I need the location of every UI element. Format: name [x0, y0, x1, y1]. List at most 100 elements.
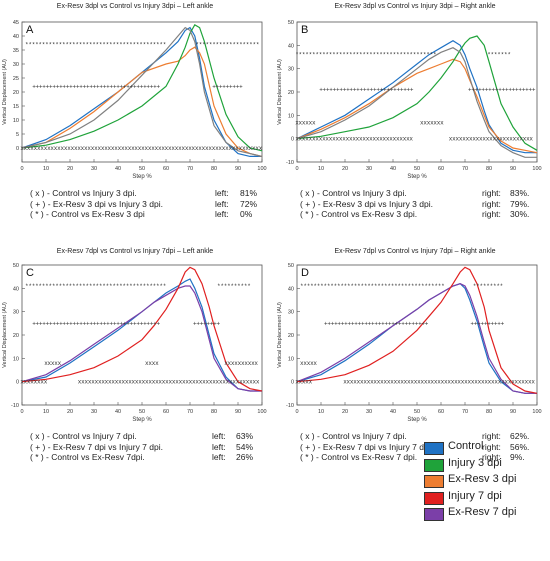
y-tick-label: -10	[286, 403, 294, 409]
significance-marker: x	[256, 379, 260, 386]
significance-marker: x	[219, 379, 223, 386]
significance-marker: x	[427, 119, 431, 126]
significance-marker: *	[99, 41, 103, 48]
x-axis-label: Step %	[407, 417, 427, 423]
significance-marker: x	[175, 145, 179, 152]
significance-marker: +	[383, 87, 387, 94]
significance-marker: *	[72, 283, 76, 290]
significance-marker: x	[523, 136, 527, 143]
significance-marker: x	[134, 145, 138, 152]
significance-marker: *	[416, 52, 420, 59]
panel-letter: B	[301, 24, 308, 36]
x-axis-label: Step %	[132, 174, 152, 180]
significance-marker: x	[185, 379, 189, 386]
significance-marker: *	[336, 52, 340, 59]
y-tick-label: 5	[16, 132, 19, 138]
significance-marker: x	[498, 379, 502, 386]
significance-marker: +	[79, 83, 83, 90]
significance-marker: *	[55, 41, 59, 48]
significance-marker: x	[433, 119, 437, 126]
significance-marker: x	[437, 119, 441, 126]
significance-marker: +	[59, 320, 63, 327]
significance-marker: *	[85, 283, 89, 290]
significance-marker: +	[89, 320, 93, 327]
legend-swatch	[424, 442, 444, 455]
significance-marker: x	[142, 379, 146, 386]
stat-row: ( * ) - Control vs Ex-Resv 7dpi. left: 2…	[30, 452, 270, 463]
significance-marker: *	[372, 52, 376, 59]
significance-marker: *	[143, 283, 147, 290]
significance-marker: x	[246, 379, 250, 386]
series-line	[296, 266, 538, 394]
series-line	[296, 283, 537, 394]
panel-b-chart: 0 10 20 30 40 50 60 70 80 90 100-1001020304050Step…	[277, 20, 542, 180]
significance-marker: *	[146, 283, 150, 290]
significance-marker: x	[48, 360, 52, 367]
significance-marker: +	[498, 87, 502, 94]
significance-marker: x	[249, 379, 253, 386]
stat-value: 81%	[240, 188, 258, 198]
significance-marker: +	[136, 83, 140, 90]
significance-marker: x	[51, 360, 55, 367]
significance-marker: x	[37, 145, 41, 152]
significance-marker: x	[456, 136, 460, 143]
significance-marker: *	[239, 41, 243, 48]
significance-marker: *	[394, 283, 398, 290]
significance-marker: +	[39, 83, 43, 90]
significance-marker: *	[149, 41, 153, 48]
stat-value: 72%	[240, 198, 258, 209]
significance-marker: x	[212, 145, 216, 152]
stat-row: ( x ) - Control vs Injury 3 dpi. left: 8…	[30, 188, 270, 199]
significance-marker: +	[353, 87, 357, 94]
x-tick-label: 60	[438, 166, 444, 172]
significance-marker: x	[231, 360, 235, 367]
legend-label: Control	[448, 440, 484, 452]
significance-marker: x	[452, 136, 456, 143]
significance-marker: *	[109, 41, 113, 48]
significance-marker: +	[206, 320, 210, 327]
significance-marker: *	[307, 283, 311, 290]
significance-marker: *	[490, 283, 494, 290]
significance-marker: *	[153, 41, 157, 48]
significance-marker: *	[342, 52, 346, 59]
stat-row: ( + ) - Ex-Resv 3 dpi vs Injury 3 dpi. l…	[30, 199, 270, 210]
significance-marker: x	[255, 145, 259, 152]
significance-marker: x	[195, 379, 199, 386]
significance-marker: x	[74, 145, 78, 152]
significance-marker: +	[193, 320, 197, 327]
significance-marker: x	[37, 379, 41, 386]
significance-marker: +	[532, 87, 536, 94]
significance-marker: +	[116, 320, 120, 327]
panel-c-chart: 0 10 20 30 40 50 60 70 80 90 100-1001020304050Step…	[2, 263, 267, 423]
x-tick-label: 70	[187, 166, 193, 172]
significance-marker: x	[349, 136, 353, 143]
significance-marker: *	[329, 52, 333, 59]
y-tick-label: 40	[288, 286, 294, 292]
significance-marker: x	[499, 136, 503, 143]
significance-marker: x	[118, 145, 122, 152]
significance-marker: x	[148, 379, 152, 386]
significance-marker: +	[376, 87, 380, 94]
significance-marker: x	[77, 145, 81, 152]
significance-marker: x	[242, 145, 246, 152]
significance-marker: *	[222, 41, 226, 48]
significance-marker: x	[528, 379, 532, 386]
significance-marker: x	[322, 136, 326, 143]
significance-marker: +	[323, 87, 327, 94]
significance-marker: *	[126, 283, 130, 290]
significance-marker: x	[366, 136, 370, 143]
significance-marker: x	[168, 145, 172, 152]
significance-marker: x	[454, 379, 458, 386]
significance-marker: +	[522, 87, 526, 94]
significance-marker: x	[350, 379, 354, 386]
y-tick-label: 40	[13, 34, 19, 40]
significance-marker: *	[85, 41, 89, 48]
significance-marker: *	[320, 283, 324, 290]
significance-marker: *	[116, 283, 120, 290]
significance-marker: x	[459, 136, 463, 143]
significance-marker: x	[312, 119, 316, 126]
significance-marker: x	[199, 379, 203, 386]
significance-marker: *	[224, 283, 228, 290]
significance-marker: +	[485, 87, 489, 94]
significance-marker: x	[20, 379, 24, 386]
